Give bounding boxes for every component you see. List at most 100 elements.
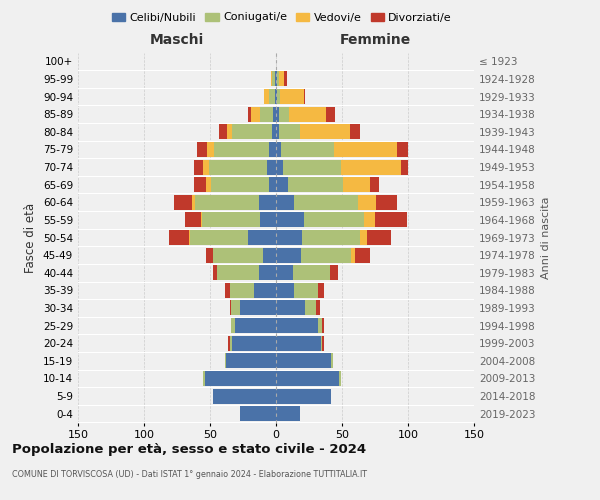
Bar xyxy=(185,212,201,228)
Bar xyxy=(206,177,211,192)
Bar xyxy=(276,354,331,368)
Bar xyxy=(367,230,391,245)
Bar xyxy=(276,371,340,386)
Bar xyxy=(208,142,214,157)
Bar xyxy=(276,300,305,316)
Bar xyxy=(326,106,335,122)
Text: Femmine: Femmine xyxy=(340,33,410,47)
Bar xyxy=(334,142,397,157)
Bar xyxy=(203,371,205,386)
Bar xyxy=(230,300,231,316)
Bar xyxy=(301,248,351,262)
Bar xyxy=(321,336,322,350)
Bar xyxy=(231,300,241,316)
Bar xyxy=(277,72,278,86)
Bar xyxy=(212,265,217,280)
Bar xyxy=(280,89,304,104)
Bar xyxy=(224,283,230,298)
Bar xyxy=(281,142,334,157)
Bar xyxy=(350,124,361,140)
Bar xyxy=(230,336,232,350)
Bar xyxy=(276,318,318,333)
Bar xyxy=(322,336,323,350)
Bar xyxy=(276,283,295,298)
Bar xyxy=(293,265,330,280)
Bar xyxy=(276,106,278,122)
Legend: Celibi/Nubili, Coniugati/e, Vedovi/e, Divorziati/e: Celibi/Nubili, Coniugati/e, Vedovi/e, Di… xyxy=(107,8,457,27)
Bar xyxy=(401,160,408,174)
Bar xyxy=(260,212,276,228)
Bar xyxy=(278,72,284,86)
Bar xyxy=(259,195,276,210)
Bar xyxy=(211,177,269,192)
Bar xyxy=(275,89,276,104)
Bar xyxy=(316,300,320,316)
Bar xyxy=(232,336,276,350)
Bar xyxy=(248,230,276,245)
Bar xyxy=(330,265,338,280)
Bar xyxy=(197,142,208,157)
Bar xyxy=(231,318,235,333)
Bar xyxy=(322,318,323,333)
Bar xyxy=(206,248,212,262)
Bar xyxy=(318,318,322,333)
Bar xyxy=(288,177,343,192)
Bar xyxy=(189,230,190,245)
Bar xyxy=(304,212,364,228)
Bar xyxy=(361,230,367,245)
Bar xyxy=(264,89,269,104)
Bar xyxy=(271,72,272,86)
Bar xyxy=(203,160,209,174)
Bar xyxy=(355,248,370,262)
Bar xyxy=(263,248,276,262)
Bar xyxy=(358,195,376,210)
Y-axis label: Fasce di età: Fasce di età xyxy=(25,202,37,272)
Text: Popolazione per età, sesso e stato civile - 2024: Popolazione per età, sesso e stato civil… xyxy=(12,442,366,456)
Bar xyxy=(289,106,326,122)
Bar xyxy=(375,212,407,228)
Bar xyxy=(331,354,333,368)
Bar xyxy=(370,177,379,192)
Bar xyxy=(376,195,397,210)
Bar xyxy=(276,388,331,404)
Bar xyxy=(226,354,276,368)
Y-axis label: Anni di nascita: Anni di nascita xyxy=(541,196,551,279)
Bar xyxy=(214,142,269,157)
Bar xyxy=(295,195,358,210)
Bar xyxy=(351,248,355,262)
Bar xyxy=(341,160,401,174)
Bar xyxy=(219,124,227,140)
Bar xyxy=(276,248,301,262)
Bar xyxy=(276,265,293,280)
Bar xyxy=(276,160,283,174)
Bar xyxy=(397,142,408,157)
Text: COMUNE DI TORVISCOSA (UD) - Dati ISTAT 1° gennaio 2024 - Elaborazione TUTTITALIA: COMUNE DI TORVISCOSA (UD) - Dati ISTAT 1… xyxy=(12,470,367,479)
Text: Maschi: Maschi xyxy=(150,33,204,47)
Bar xyxy=(241,406,276,421)
Bar xyxy=(201,212,202,228)
Bar xyxy=(276,406,300,421)
Bar xyxy=(302,230,361,245)
Bar xyxy=(235,318,276,333)
Bar xyxy=(254,283,276,298)
Bar xyxy=(175,195,191,210)
Bar xyxy=(295,283,318,298)
Bar xyxy=(260,106,274,122)
Bar xyxy=(284,72,287,86)
Bar xyxy=(276,336,321,350)
Bar xyxy=(191,195,196,210)
Bar xyxy=(274,106,276,122)
Bar xyxy=(283,160,341,174)
Bar xyxy=(277,89,280,104)
Bar xyxy=(217,265,259,280)
Bar xyxy=(300,124,350,140)
Bar xyxy=(269,89,275,104)
Bar xyxy=(190,230,248,245)
Bar xyxy=(318,283,323,298)
Bar xyxy=(267,160,276,174)
Bar xyxy=(269,142,276,157)
Bar xyxy=(269,177,276,192)
Bar xyxy=(364,212,375,228)
Bar xyxy=(276,89,277,104)
Bar xyxy=(209,160,267,174)
